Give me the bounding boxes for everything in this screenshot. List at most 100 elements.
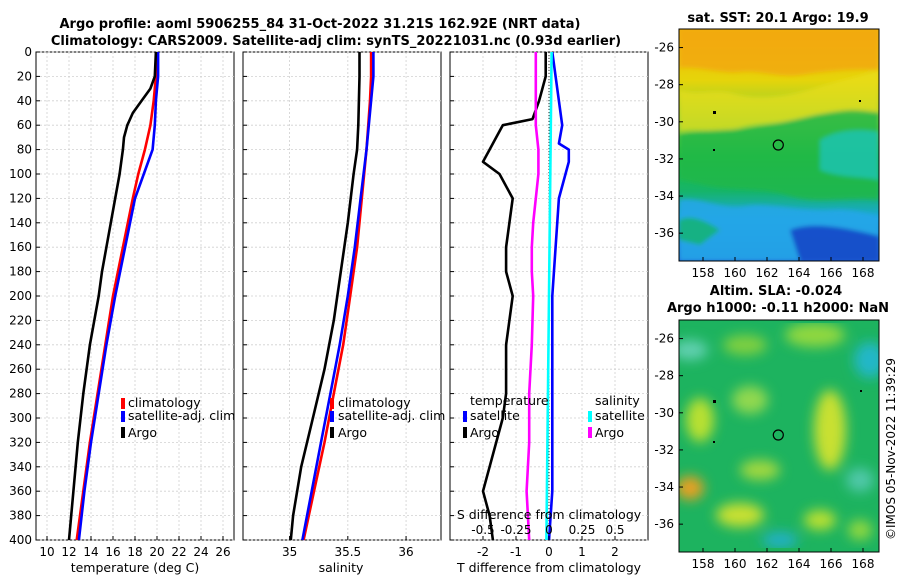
temperature-series	[67, 51, 160, 541]
legend-swatch-sal-argo	[588, 427, 592, 438]
x-tick-label: 35	[282, 545, 297, 559]
temperature-panel: 0 20 40 60 80 100 120 140 160 180 200 220 240 260 280 3…	[9, 45, 235, 575]
sla-map-panel: Altim. SLA: -0.024 Argo h1000: -0.11 h20…	[654, 284, 889, 571]
legend-swatch-satellite-adj	[121, 411, 125, 422]
y-tick-label: 120	[9, 191, 32, 205]
legend-swatch-satellite-adj	[330, 411, 334, 422]
map-x-tick-label: 166	[820, 266, 843, 280]
difference-panel: -2 -1 0 1 2 -0.5 -0.25 0 0.25 0.5 T difference fr…	[449, 51, 649, 575]
map-y-tick-label: -32	[654, 152, 674, 166]
legend-label-climatology: climatology	[338, 395, 411, 410]
legend-swatch-sal-satellite	[588, 411, 592, 422]
series-temperature-argo	[481, 52, 548, 541]
x-tick-label: 22	[171, 545, 186, 559]
s-difference-xlabel: S difference from climatology	[457, 507, 642, 522]
figure-title-line2: Climatology: CARS2009. Satellite-adj cli…	[51, 34, 621, 49]
sla-map-axes: 158 160 162 164 166 168 -26 -28 -30 -32 -34 -36	[654, 332, 874, 571]
legend-swatch-argo	[121, 427, 125, 438]
salinity-xlabel: salinity	[319, 560, 364, 575]
map-x-tick-label: 162	[756, 266, 779, 280]
x-tick-label: 1	[578, 545, 586, 559]
x-tick-label: 12	[61, 545, 76, 559]
legend-label-satellite-adj: satellite-adj. clim	[338, 408, 445, 423]
legend-title-salinity: salinity	[595, 393, 640, 408]
s-x-tick-label: 0.25	[569, 523, 596, 537]
y-tick-label: 220	[9, 313, 32, 327]
y-tick-label: 140	[9, 216, 32, 230]
series-argo	[67, 51, 158, 541]
x-tick-label: 18	[127, 545, 142, 559]
series-satellite-adj-clim	[77, 52, 160, 541]
y-tick-label: 360	[9, 484, 32, 498]
map-y-tick-label: -36	[654, 226, 674, 240]
map-x-tick-label: 166	[820, 557, 843, 571]
s-x-tick-label: -0.5	[471, 523, 494, 537]
s-x-tick-label: 0.5	[605, 523, 624, 537]
legend-swatch-climatology	[330, 398, 334, 409]
y-tick-label: 180	[9, 265, 32, 279]
x-tick-label: 26	[215, 545, 230, 559]
map-y-tick-label: -30	[654, 115, 674, 129]
y-tick-label: 100	[9, 167, 32, 181]
map-x-tick-label: 168	[852, 557, 875, 571]
map-x-tick-label: 168	[852, 266, 875, 280]
salinity-series	[289, 52, 375, 541]
x-tick-label: 36	[398, 545, 413, 559]
t-difference-xlabel: T difference from climatology	[456, 560, 642, 575]
x-tick-label: 2	[611, 545, 619, 559]
temperature-axes: 0 20 40 60 80 100 120 140 160 180 200 220 240 260 280 3…	[9, 45, 231, 559]
legend-label-temp-argo: Argo	[470, 425, 499, 440]
legend-label-satellite-adj: satellite-adj. clim	[128, 408, 235, 423]
map-y-tick-label: -28	[654, 78, 674, 92]
map-y-tick-label: -34	[654, 480, 674, 494]
y-tick-label: 340	[9, 460, 32, 474]
x-tick-label: -1	[510, 545, 522, 559]
y-tick-label: 260	[9, 362, 32, 376]
y-tick-label: 400	[9, 533, 32, 547]
x-tick-label: 20	[149, 545, 164, 559]
map-y-tick-label: -30	[654, 406, 674, 420]
legend-label-sal-argo: Argo	[595, 425, 624, 440]
legend-swatch-argo	[330, 427, 334, 438]
map-y-tick-label: -26	[654, 332, 674, 346]
sst-argo-marker	[772, 139, 784, 151]
x-tick-label: -2	[477, 545, 489, 559]
salinity-axes: 35 35.5 36	[243, 51, 414, 559]
difference-axes: -2 -1 0 1 2 -0.5 -0.25 0 0.25 0.5	[450, 51, 625, 559]
temperature-grid	[36, 51, 234, 541]
difference-legend-temperature: temperature satellite Argo	[463, 393, 549, 440]
series-temperature-satellite	[547, 51, 571, 541]
x-tick-label: 0	[545, 545, 553, 559]
y-tick-label: 380	[9, 509, 32, 523]
map-x-tick-label: 160	[724, 266, 747, 280]
y-tick-label: 300	[9, 411, 32, 425]
sst-map-title: sat. SST: 20.1 Argo: 19.9	[687, 11, 868, 26]
difference-series	[481, 51, 571, 541]
y-tick-label: 20	[17, 69, 32, 83]
sla-argo-marker	[772, 429, 784, 441]
legend-swatch-climatology	[121, 398, 125, 409]
legend-title-temperature: temperature	[470, 393, 549, 408]
y-tick-label: 40	[17, 94, 32, 108]
map-x-tick-label: 158	[692, 266, 715, 280]
legend-label-temp-satellite: satellite	[470, 408, 520, 423]
temperature-xlabel: temperature (deg C)	[71, 560, 200, 575]
legend-swatch-temp-argo	[463, 427, 467, 438]
legend-label-sal-satellite: satellite	[595, 408, 645, 423]
legend-label-argo: Argo	[128, 425, 157, 440]
y-tick-label: 0	[24, 45, 32, 59]
series-salinity-satellite	[545, 51, 553, 541]
map-y-tick-label: -36	[654, 517, 674, 531]
x-tick-label: 24	[193, 545, 208, 559]
x-tick-label: 35.5	[334, 545, 361, 559]
salinity-panel: 35 35.5 36 salinity climatology satellite-…	[242, 51, 445, 575]
imos-timestamp: ©IMOS 05-Nov-2022 11:39:29	[884, 358, 898, 540]
map-x-tick-label: 164	[788, 557, 811, 571]
s-x-tick-label: -0.25	[500, 523, 531, 537]
y-tick-label: 200	[9, 289, 32, 303]
sst-map-axes: 158 160 162 164 166 168 -26 -28 -30 -32 -34 -36	[654, 41, 874, 280]
sla-map-title-line1: Altim. SLA: -0.024	[710, 284, 842, 299]
x-tick-label: 14	[83, 545, 98, 559]
x-tick-label: 10	[39, 545, 54, 559]
map-y-tick-label: -32	[654, 443, 674, 457]
